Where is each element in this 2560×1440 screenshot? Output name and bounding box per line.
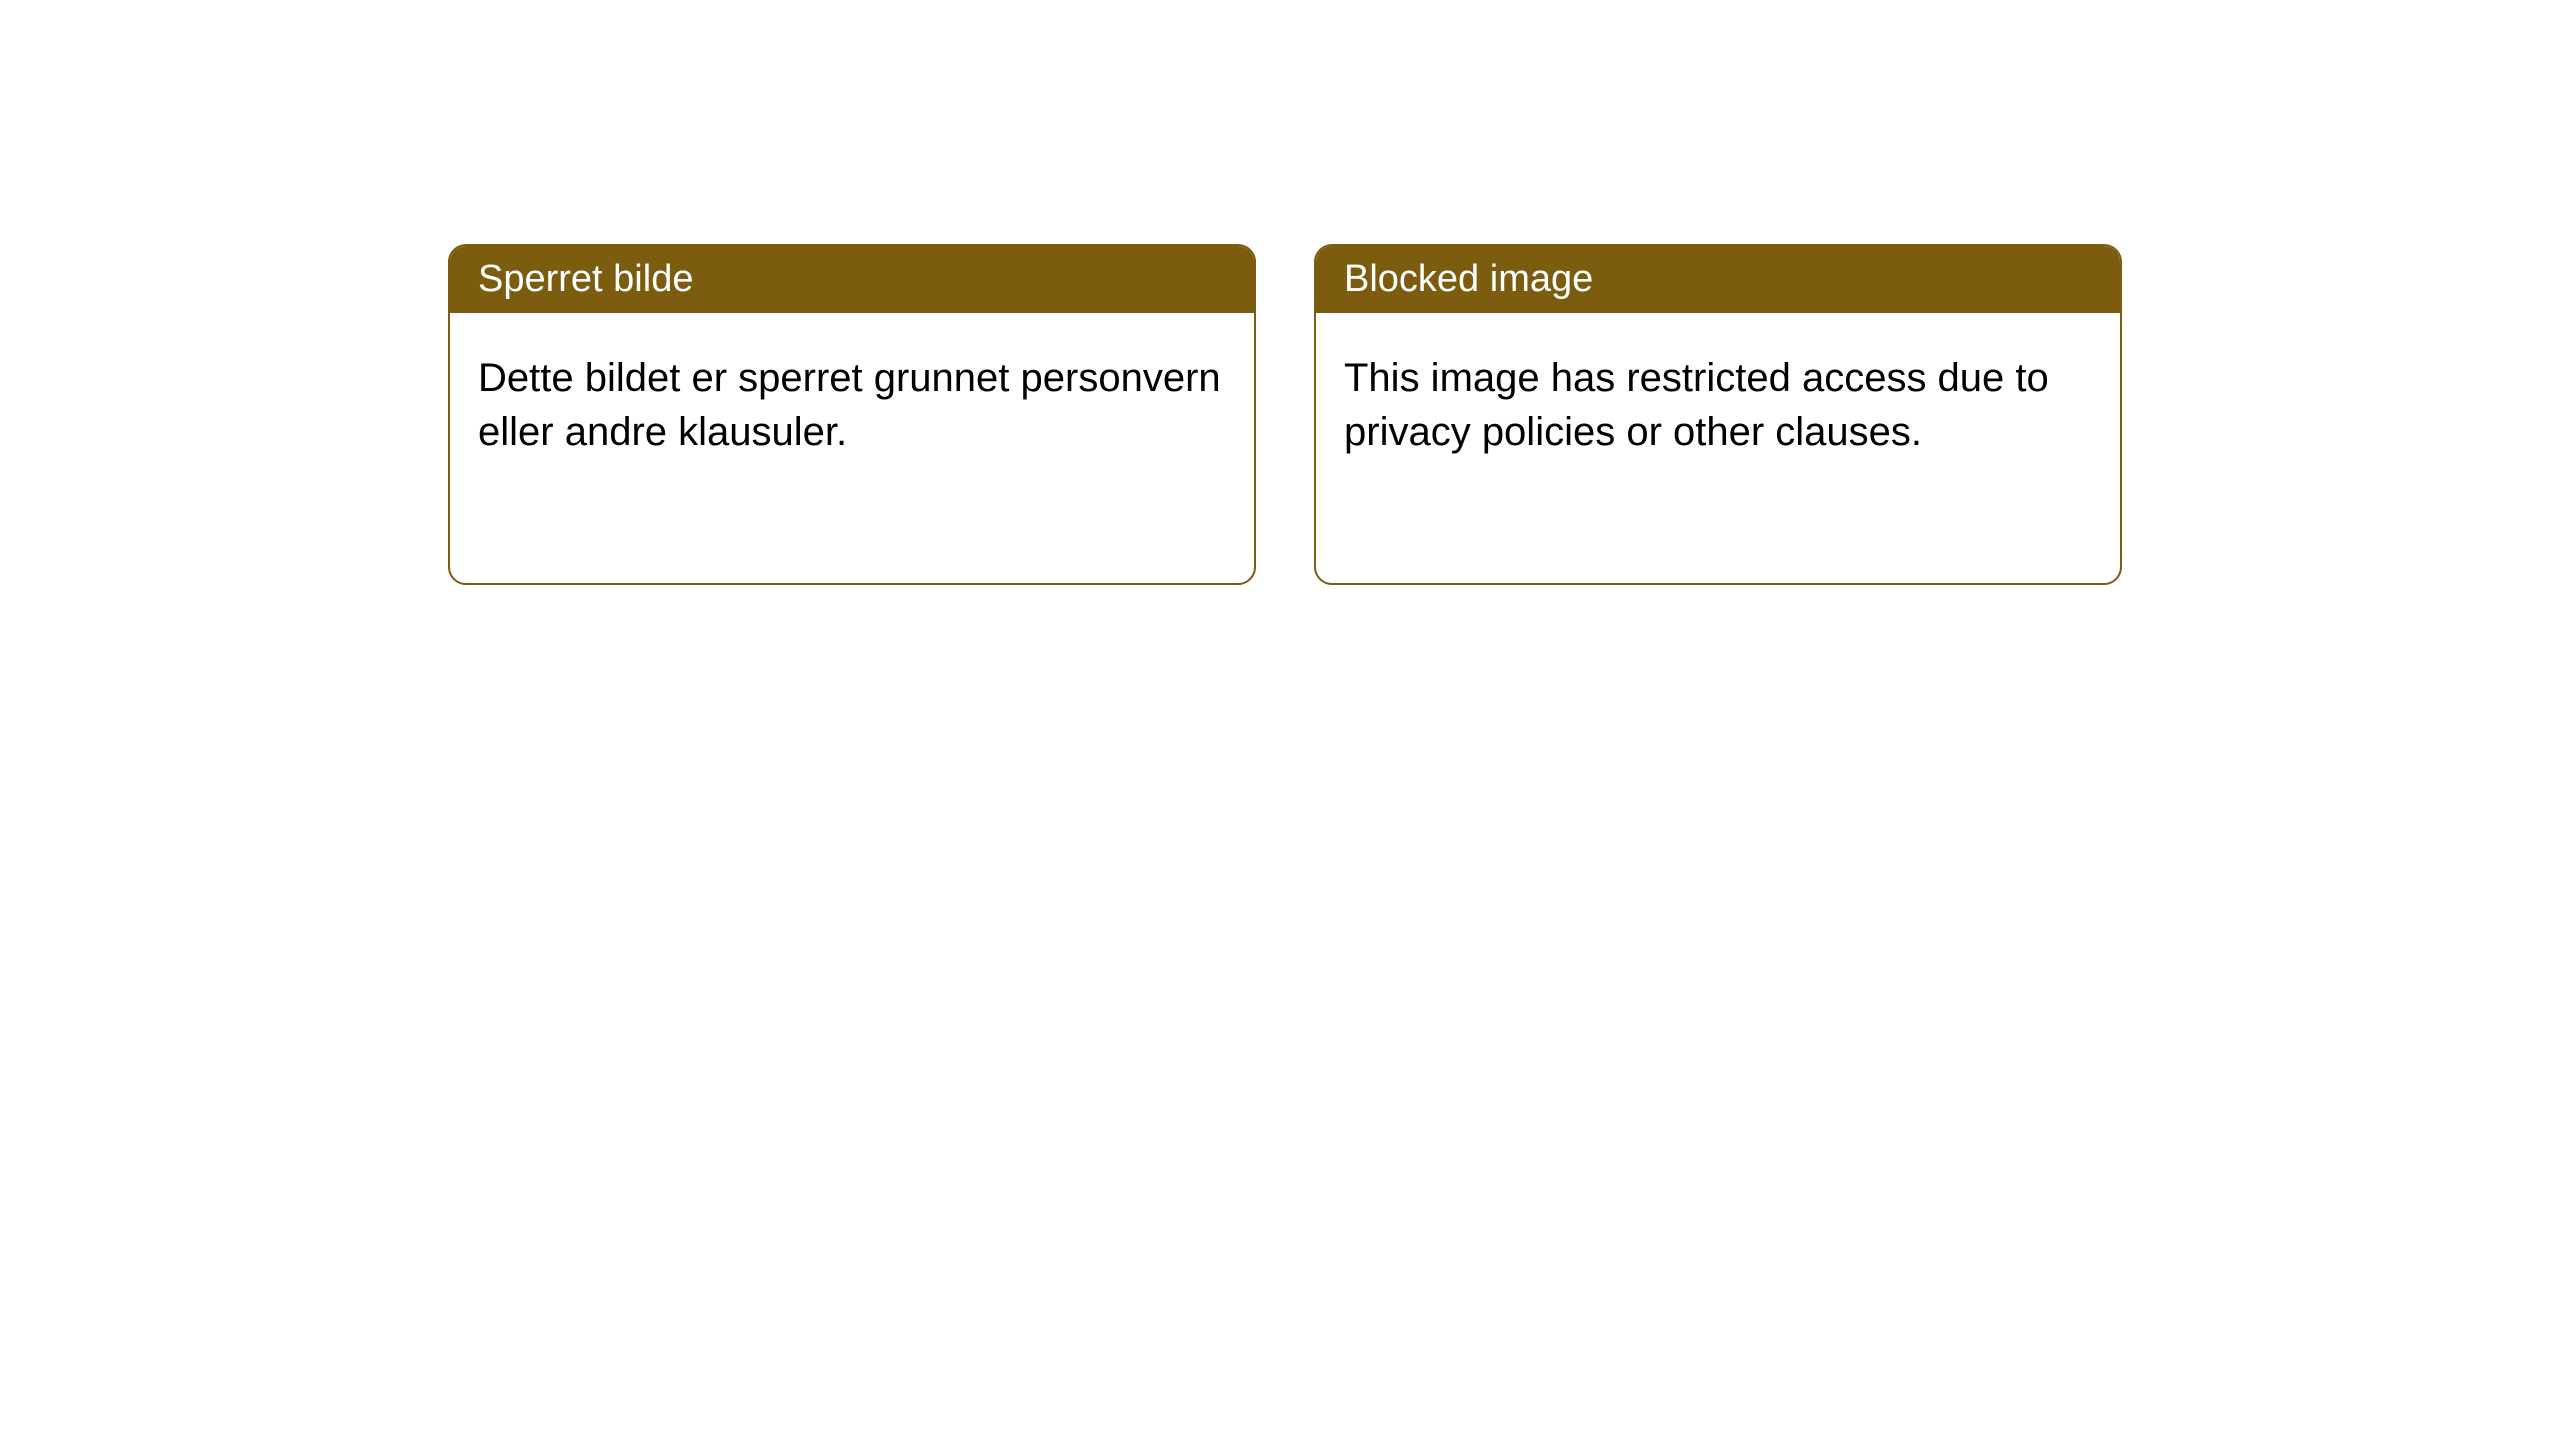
card-message: Dette bildet er sperret grunnet personve… [478,356,1221,454]
card-title: Sperret bilde [478,258,693,300]
card-header: Blocked image [1316,246,2120,313]
notice-container: Sperret bilde Dette bildet er sperret gr… [0,0,2560,585]
card-message: This image has restricted access due to … [1344,356,2049,454]
notice-card-norwegian: Sperret bilde Dette bildet er sperret gr… [448,244,1256,585]
card-body: Dette bildet er sperret grunnet personve… [450,313,1254,583]
notice-card-english: Blocked image This image has restricted … [1314,244,2122,585]
card-title: Blocked image [1344,258,1593,300]
card-body: This image has restricted access due to … [1316,313,2120,583]
card-header: Sperret bilde [450,246,1254,313]
